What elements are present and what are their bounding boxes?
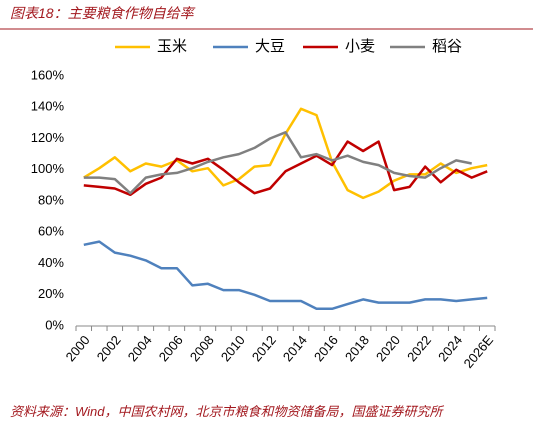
y-tick-label: 40% bbox=[38, 255, 64, 270]
y-tick-label: 0% bbox=[45, 317, 64, 332]
y-tick-label: 80% bbox=[38, 192, 64, 207]
legend-label: 小麦 bbox=[345, 38, 375, 55]
y-tick-label: 160% bbox=[31, 67, 65, 82]
legend-label: 大豆 bbox=[255, 38, 285, 55]
x-tick-label: 2020 bbox=[373, 332, 403, 364]
series-line bbox=[83, 140, 488, 197]
y-tick-label: 20% bbox=[38, 286, 64, 301]
series-line bbox=[83, 240, 488, 311]
x-tick-label: 2024 bbox=[435, 332, 465, 364]
source-note: 资料来源：Wind，中国农村网，北京市粮食和物资储备局，国盛证券研究所 bbox=[10, 404, 443, 419]
x-tick-label: 2006 bbox=[156, 332, 186, 364]
x-tick-label: 2022 bbox=[404, 332, 434, 364]
chart-title: 图表18：主要粮食作物自给率 bbox=[10, 5, 194, 21]
x-tick-label: 2010 bbox=[218, 332, 248, 364]
chart: 0%20%40%60%80%100%120%140%160%2000 2002 20… bbox=[0, 28, 533, 371]
legend-label: 玉米 bbox=[157, 38, 187, 55]
x-tick-label: 2014 bbox=[280, 332, 310, 364]
legend-label: 稻谷 bbox=[432, 38, 462, 55]
x-tick-label: 2002 bbox=[94, 332, 124, 364]
x-tick-label: 2012 bbox=[249, 332, 279, 364]
y-tick-label: 140% bbox=[31, 99, 65, 114]
x-tick-label: 2018 bbox=[342, 332, 372, 364]
y-tick-label: 60% bbox=[38, 224, 64, 239]
x-tick-label: 2004 bbox=[125, 332, 155, 364]
y-tick-label: 100% bbox=[31, 161, 65, 176]
series-line bbox=[83, 131, 472, 195]
x-tick-label: 2008 bbox=[187, 332, 217, 364]
x-tick-label: 2000 bbox=[63, 332, 93, 364]
x-tick-label: 2026E bbox=[461, 332, 497, 371]
y-tick-label: 120% bbox=[31, 130, 65, 145]
x-tick-label: 2016 bbox=[311, 332, 341, 364]
